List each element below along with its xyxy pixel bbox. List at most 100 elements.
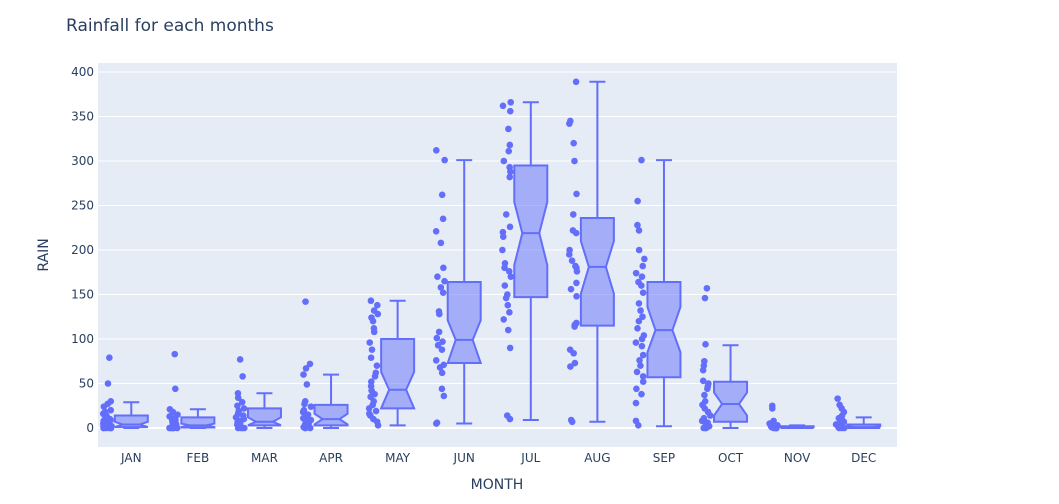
data-point[interactable]	[573, 268, 581, 275]
data-point[interactable]	[570, 139, 577, 147]
box-jun[interactable]	[432, 147, 483, 427]
data-point[interactable]	[637, 362, 644, 370]
data-point[interactable]	[301, 424, 309, 432]
data-point[interactable]	[171, 350, 179, 358]
box-oct[interactable]	[698, 284, 749, 432]
data-point[interactable]	[638, 282, 645, 289]
data-point[interactable]	[438, 385, 446, 393]
data-point[interactable]	[635, 422, 642, 429]
data-point[interactable]	[572, 229, 580, 237]
data-point[interactable]	[436, 364, 444, 371]
data-point[interactable]	[703, 284, 711, 292]
data-point[interactable]	[699, 377, 707, 385]
box-jan[interactable]	[99, 354, 149, 432]
data-point[interactable]	[568, 257, 576, 264]
data-point[interactable]	[638, 390, 645, 398]
box-sep[interactable]	[632, 156, 682, 429]
data-point[interactable]	[367, 297, 375, 305]
data-point[interactable]	[433, 420, 440, 427]
data-point[interactable]	[634, 325, 641, 332]
data-point[interactable]	[501, 282, 509, 289]
data-point[interactable]	[240, 405, 248, 412]
data-point[interactable]	[506, 223, 514, 231]
data-point[interactable]	[572, 78, 580, 86]
data-point[interactable]	[172, 385, 179, 393]
data-point[interactable]	[438, 191, 446, 199]
data-point[interactable]	[432, 228, 440, 235]
data-point[interactable]	[306, 360, 314, 368]
data-point[interactable]	[439, 215, 447, 223]
box-traces[interactable]	[99, 78, 882, 432]
data-point[interactable]	[104, 380, 112, 387]
data-point[interactable]	[374, 422, 382, 429]
data-point[interactable]	[701, 294, 709, 302]
data-point[interactable]	[571, 323, 578, 330]
data-point[interactable]	[106, 424, 114, 432]
data-point[interactable]	[441, 156, 448, 164]
data-point[interactable]	[502, 211, 510, 218]
data-point[interactable]	[433, 147, 440, 154]
data-point[interactable]	[107, 406, 115, 414]
data-point[interactable]	[106, 354, 113, 361]
data-point[interactable]	[307, 403, 315, 410]
data-point[interactable]	[573, 292, 580, 300]
data-point[interactable]	[641, 255, 648, 263]
data-point[interactable]	[100, 403, 108, 410]
data-point[interactable]	[835, 424, 843, 432]
data-point[interactable]	[500, 316, 508, 323]
data-point[interactable]	[638, 342, 646, 350]
data-point[interactable]	[565, 251, 573, 258]
data-point[interactable]	[571, 157, 578, 165]
data-point[interactable]	[367, 354, 375, 361]
data-point[interactable]	[637, 307, 644, 314]
data-point[interactable]	[239, 373, 246, 380]
data-point[interactable]	[433, 334, 441, 342]
data-point[interactable]	[701, 391, 708, 399]
data-point[interactable]	[699, 366, 707, 374]
box-may[interactable]	[365, 297, 416, 429]
data-point[interactable]	[169, 424, 177, 432]
data-point[interactable]	[302, 298, 309, 305]
data-point[interactable]	[437, 284, 445, 291]
data-point[interactable]	[499, 246, 506, 254]
data-point[interactable]	[506, 173, 514, 181]
data-point[interactable]	[440, 264, 447, 272]
data-point[interactable]	[372, 407, 380, 415]
data-point[interactable]	[234, 402, 241, 410]
data-point[interactable]	[573, 190, 580, 198]
data-point[interactable]	[638, 335, 646, 343]
data-point[interactable]	[504, 301, 512, 309]
data-point[interactable]	[437, 239, 445, 247]
data-point[interactable]	[635, 246, 643, 254]
data-point[interactable]	[638, 156, 645, 164]
data-point[interactable]	[441, 277, 448, 285]
data-point[interactable]	[505, 147, 513, 155]
box-feb[interactable]	[166, 350, 216, 432]
data-point[interactable]	[371, 373, 379, 380]
data-point[interactable]	[702, 341, 709, 348]
data-point[interactable]	[566, 120, 573, 127]
data-point[interactable]	[507, 168, 514, 175]
data-point[interactable]	[506, 309, 513, 316]
data-point[interactable]	[634, 221, 641, 229]
data-point[interactable]	[834, 395, 841, 402]
data-point[interactable]	[366, 339, 374, 346]
data-point[interactable]	[234, 394, 242, 402]
box-dec[interactable]	[832, 395, 882, 432]
data-point[interactable]	[635, 227, 643, 234]
data-point[interactable]	[507, 98, 515, 106]
data-point[interactable]	[438, 346, 446, 353]
plot-area[interactable]	[98, 63, 897, 447]
data-point[interactable]	[435, 328, 443, 336]
data-point[interactable]	[633, 385, 640, 393]
data-point[interactable]	[635, 300, 643, 307]
data-point[interactable]	[840, 424, 848, 432]
data-point[interactable]	[374, 301, 381, 309]
data-point[interactable]	[374, 310, 382, 318]
data-point[interactable]	[573, 279, 580, 287]
data-point[interactable]	[638, 273, 646, 281]
data-point[interactable]	[502, 294, 510, 302]
data-point[interactable]	[506, 344, 514, 352]
data-point[interactable]	[434, 341, 442, 349]
data-point[interactable]	[432, 357, 440, 364]
